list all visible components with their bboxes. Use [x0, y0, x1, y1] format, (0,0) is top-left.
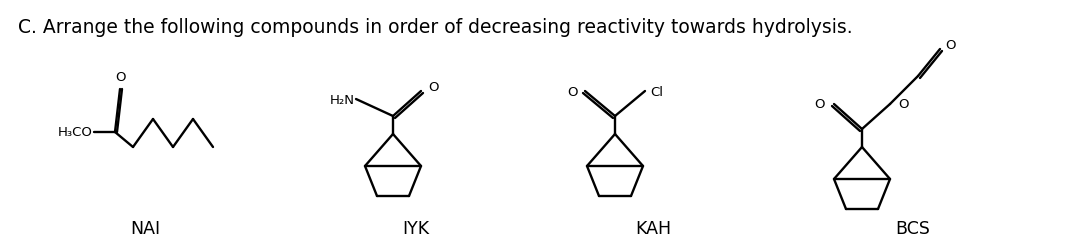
Text: O: O [428, 80, 438, 93]
Text: H₂N: H₂N [330, 93, 355, 106]
Text: IYK: IYK [402, 219, 430, 237]
Text: O: O [945, 38, 956, 51]
Text: O: O [567, 85, 578, 98]
Text: O: O [897, 98, 908, 111]
Text: C. Arrange the following compounds in order of decreasing reactivity towards hyd: C. Arrange the following compounds in or… [18, 18, 852, 37]
Text: O: O [116, 71, 126, 84]
Text: Cl: Cl [650, 85, 663, 98]
Text: NAI: NAI [131, 219, 161, 237]
Text: KAH: KAH [635, 219, 672, 237]
Text: H₃CO: H₃CO [58, 126, 93, 139]
Text: BCS: BCS [895, 219, 930, 237]
Text: O: O [814, 98, 825, 111]
